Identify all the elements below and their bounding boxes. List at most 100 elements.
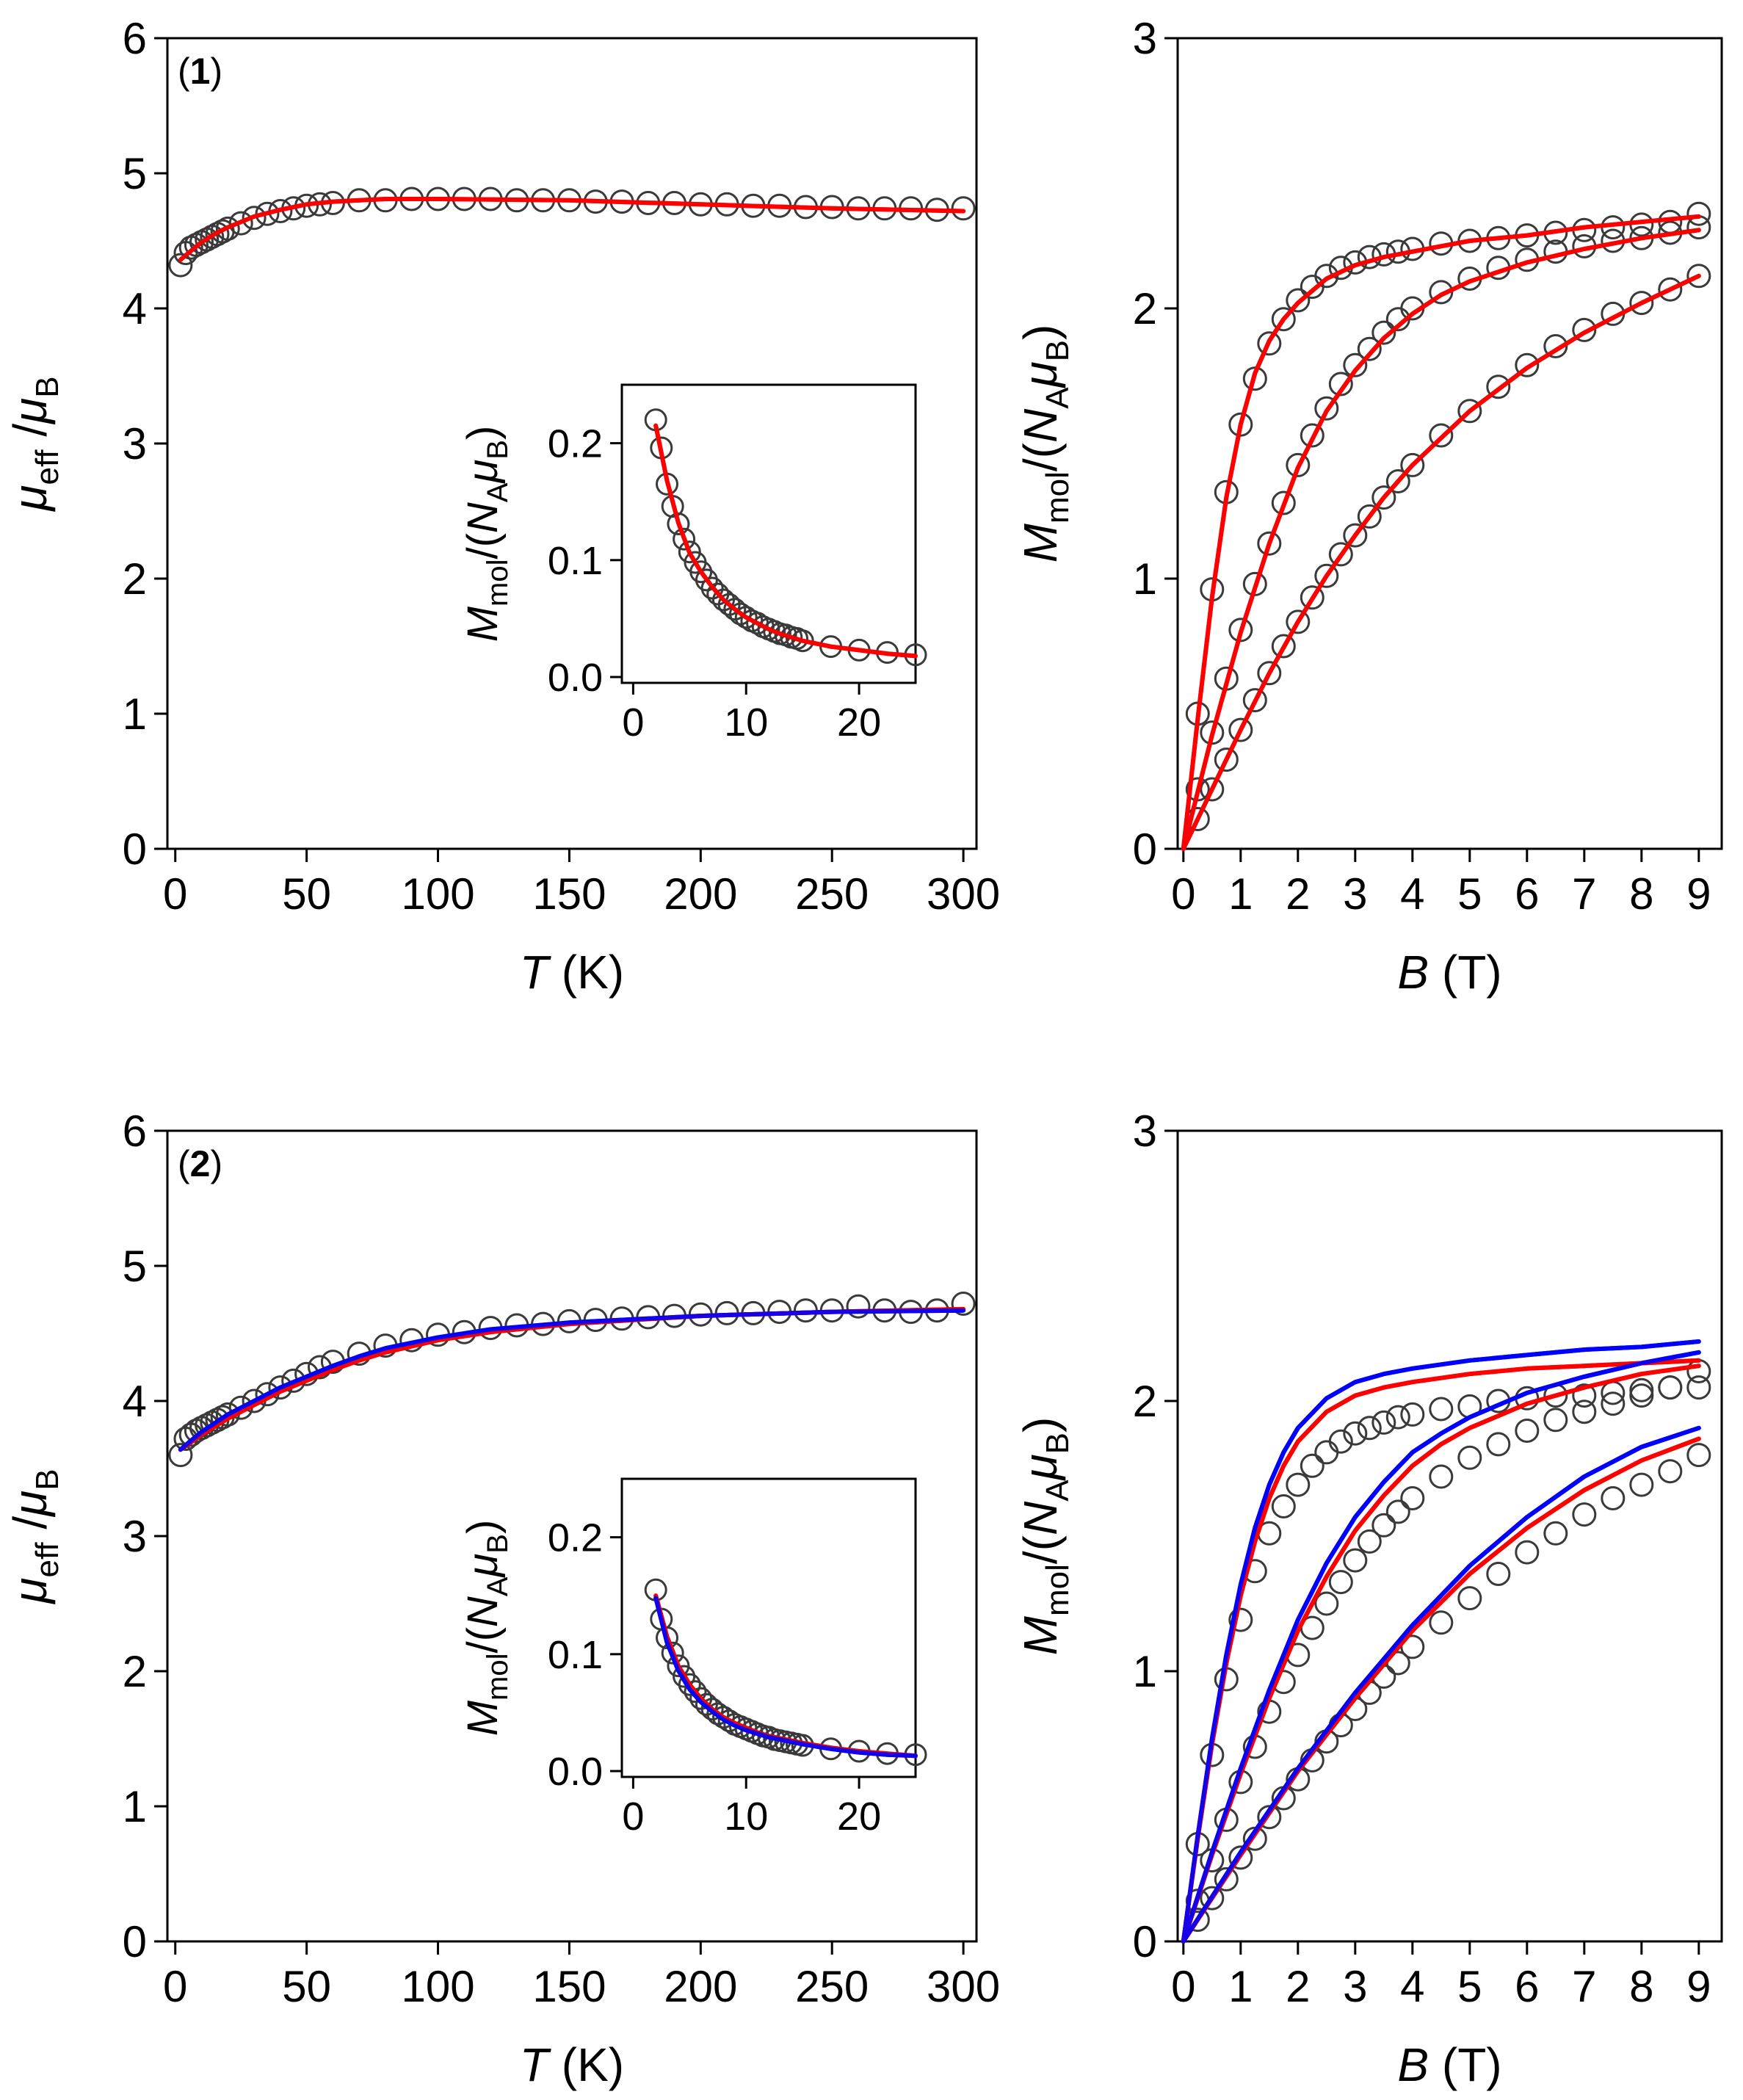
data-point: [1357, 1416, 1382, 1441]
x-tick-label: 100: [401, 869, 474, 919]
red-fit-line: [1181, 228, 1701, 851]
data-point: [1658, 1375, 1683, 1400]
data-point: [1271, 307, 1296, 332]
y-axis-label: Mmol/(NAμB): [1014, 1417, 1076, 1656]
data-point: [1328, 1570, 1353, 1595]
data-point: [1314, 563, 1339, 588]
x-tick-label: 200: [664, 869, 737, 919]
x-tick-label: 9: [1686, 869, 1711, 919]
x-tick-label: 7: [1572, 1962, 1596, 2011]
data-point: [1572, 317, 1597, 342]
red-fit-line: [1181, 1358, 1701, 1944]
x-tick-label: 0: [1171, 1962, 1195, 2011]
inset-chart: 0 10 20 0.0 0.1 0.2 Mmol/(NAμB): [459, 383, 927, 745]
data-point: [1271, 490, 1296, 515]
x-tick-label: 150: [532, 869, 606, 919]
data-point: [1371, 1410, 1396, 1435]
data-point: [1286, 1472, 1311, 1497]
data-point: [1515, 1419, 1540, 1443]
data-point: [1371, 320, 1396, 345]
inset-data-point: [673, 527, 696, 551]
blue-fit-line-overlay: [653, 1596, 918, 1759]
data-point: [1486, 1432, 1511, 1457]
data-point: [1686, 201, 1711, 226]
data-point: [1200, 777, 1225, 802]
data-point: [1357, 1529, 1382, 1554]
data-point: [228, 211, 253, 236]
data-point: [1257, 531, 1282, 556]
red-fit-line-overlay: [178, 197, 966, 262]
panel-label: (1): [178, 51, 222, 92]
data-point: [1300, 423, 1325, 448]
data-point: [1286, 288, 1311, 313]
inset-x-tick-label: 10: [724, 1795, 768, 1839]
data-point: [1300, 1453, 1325, 1478]
inset-data-point: [661, 1641, 684, 1665]
data-point: [1429, 1464, 1454, 1489]
data-point: [1228, 717, 1253, 742]
y-tick-label: 0: [123, 1917, 147, 1966]
data-point: [1429, 280, 1454, 305]
data-point: [1515, 1540, 1540, 1565]
data-point: [1214, 747, 1239, 772]
y-tick-label: 3: [1133, 14, 1157, 63]
data-point: [1515, 352, 1540, 377]
frame: [1176, 1129, 1723, 1943]
x-tick-label: 4: [1400, 1962, 1424, 2011]
data-point: [1457, 399, 1482, 424]
data-point: [1200, 1886, 1225, 1911]
y-axis-label: Mmol/(NAμB): [459, 426, 514, 642]
data-point: [1686, 1375, 1711, 1400]
blue-fit-line-overlay: [1181, 1425, 1701, 1944]
data-point: [1357, 504, 1382, 529]
x-tick-label: 3: [1343, 1962, 1367, 2011]
data-point: [1457, 1445, 1482, 1470]
data-point: [1286, 452, 1311, 477]
x-tick-label: 250: [795, 869, 869, 919]
data-point: [168, 253, 193, 278]
data-point: [1429, 1610, 1454, 1635]
data-point: [1686, 215, 1711, 240]
data-point: [1314, 1440, 1339, 1465]
x-tick-label: 6: [1515, 1962, 1539, 2011]
blue-fit-line-overlay: [1181, 1350, 1701, 1944]
x-tick-label: 2: [1286, 1962, 1310, 2011]
red-fit-line-overlay: [1181, 1358, 1701, 1944]
x-tick-label: 8: [1629, 869, 1653, 919]
data-point: [1271, 1494, 1296, 1518]
data-point: [846, 1294, 871, 1319]
y-tick-label: 1: [1133, 554, 1157, 604]
data-point: [1629, 291, 1654, 316]
data-point: [1257, 331, 1282, 356]
data-point: [1314, 264, 1339, 289]
data-point: [1343, 1421, 1368, 1446]
data-point: [951, 196, 976, 221]
x-axis-label: B (T): [1397, 2038, 1501, 2091]
data-point: [1371, 485, 1396, 510]
inset-x-tick-label: 20: [837, 1795, 881, 1839]
x-tick-label: 100: [401, 1962, 474, 2011]
data-point: [1328, 542, 1353, 567]
x-tick-label: 2: [1286, 869, 1310, 919]
x-tick-label: 8: [1629, 1962, 1653, 2011]
red-fit-line-overlay: [653, 423, 918, 659]
y-tick-label: 3: [1133, 1107, 1157, 1156]
data-point: [1686, 264, 1711, 289]
y-tick-label: 4: [123, 1377, 147, 1426]
inset-data-point: [667, 513, 690, 535]
y-tick-label: 0: [1133, 825, 1157, 874]
inset-frame: [620, 383, 917, 684]
blue-fit-line-overlay: [178, 1308, 966, 1452]
data-point: [1328, 1429, 1353, 1454]
x-axis-label: B (T): [1397, 946, 1501, 999]
data-point: [1314, 1591, 1339, 1616]
data-point: [242, 206, 267, 231]
data-point: [1543, 1521, 1568, 1546]
data-point: [1257, 661, 1282, 686]
data-point: [1658, 1459, 1683, 1484]
inset-frame: [620, 1477, 917, 1778]
x-tick-label: 0: [163, 1962, 187, 2011]
x-tick-label: 9: [1686, 1962, 1711, 2011]
